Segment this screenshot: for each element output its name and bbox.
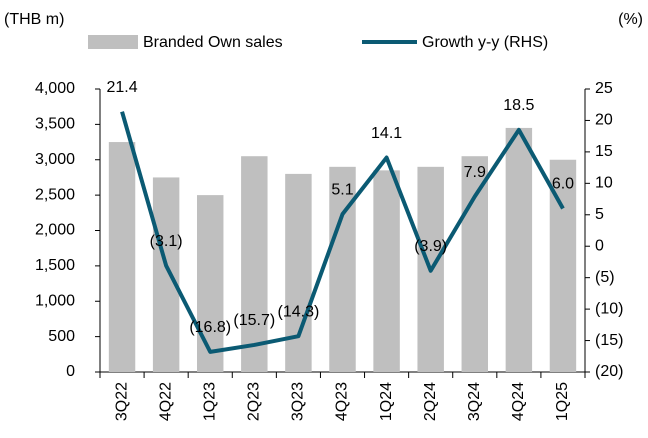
x-tick-label: 1Q23 [201,382,218,421]
bar [108,142,136,372]
y2-tick-label: 25 [595,80,613,97]
x-tick-label: 4Q23 [334,382,351,421]
x-tick-label: 3Q22 [113,382,130,421]
data-label: 5.1 [331,181,353,198]
y-tick-label: 2,500 [35,186,75,203]
legend-swatch [88,35,138,49]
y2-tick-label: (10) [595,300,623,317]
data-label: (3.9) [414,238,447,255]
y2-axis-label: (%) [618,11,643,28]
x-tick-label: 4Q24 [510,382,527,421]
data-label: (14.3) [278,303,320,320]
x-tick-label: 2Q24 [422,382,439,421]
x-tick-label: 1Q25 [554,382,571,421]
y-axis-label: (THB m) [4,11,64,28]
bar [241,156,268,372]
legend-label: Growth y-y (RHS) [422,34,548,51]
y2-tick-label: (15) [595,332,623,349]
data-label: 14.1 [371,125,402,142]
y2-tick-label: 20 [595,112,613,129]
y2-tick-label: 0 [595,237,604,254]
y-tick-label: 3,500 [35,116,75,133]
legend-label: Branded Own sales [143,34,283,51]
y-tick-label: 2,000 [35,222,75,239]
bar [505,127,533,372]
data-label: (15.7) [233,312,275,329]
y2-tick-label: (5) [595,269,615,286]
y2-tick-label: 5 [595,206,604,223]
bar [285,173,312,372]
data-label: 6.0 [552,176,574,193]
y-tick-label: 3,000 [35,151,75,168]
y-tick-label: 4,000 [35,80,75,97]
y-tick-label: 0 [66,363,75,380]
data-label: 7.9 [464,164,486,181]
y2-tick-label: 15 [595,143,613,160]
y2-tick-label: (20) [595,363,623,380]
bar [461,156,488,372]
bar [373,170,400,372]
y-tick-label: 500 [48,328,75,345]
y-tick-label: 1,500 [35,257,75,274]
x-tick-label: 3Q23 [290,382,307,421]
bar [152,177,180,372]
bar [197,195,224,372]
y2-tick-label: 10 [595,175,613,192]
x-tick-label: 4Q22 [157,382,174,421]
data-label: 21.4 [106,79,137,96]
line [120,111,565,354]
data-label: (16.8) [189,319,231,336]
x-tick-label: 1Q24 [378,382,395,421]
data-label: (3.1) [150,233,183,250]
y-tick-label: 1,000 [35,292,75,309]
data-label: 18.5 [503,97,534,114]
x-tick-label: 2Q23 [246,382,263,421]
x-tick-label: 3Q24 [466,382,483,421]
